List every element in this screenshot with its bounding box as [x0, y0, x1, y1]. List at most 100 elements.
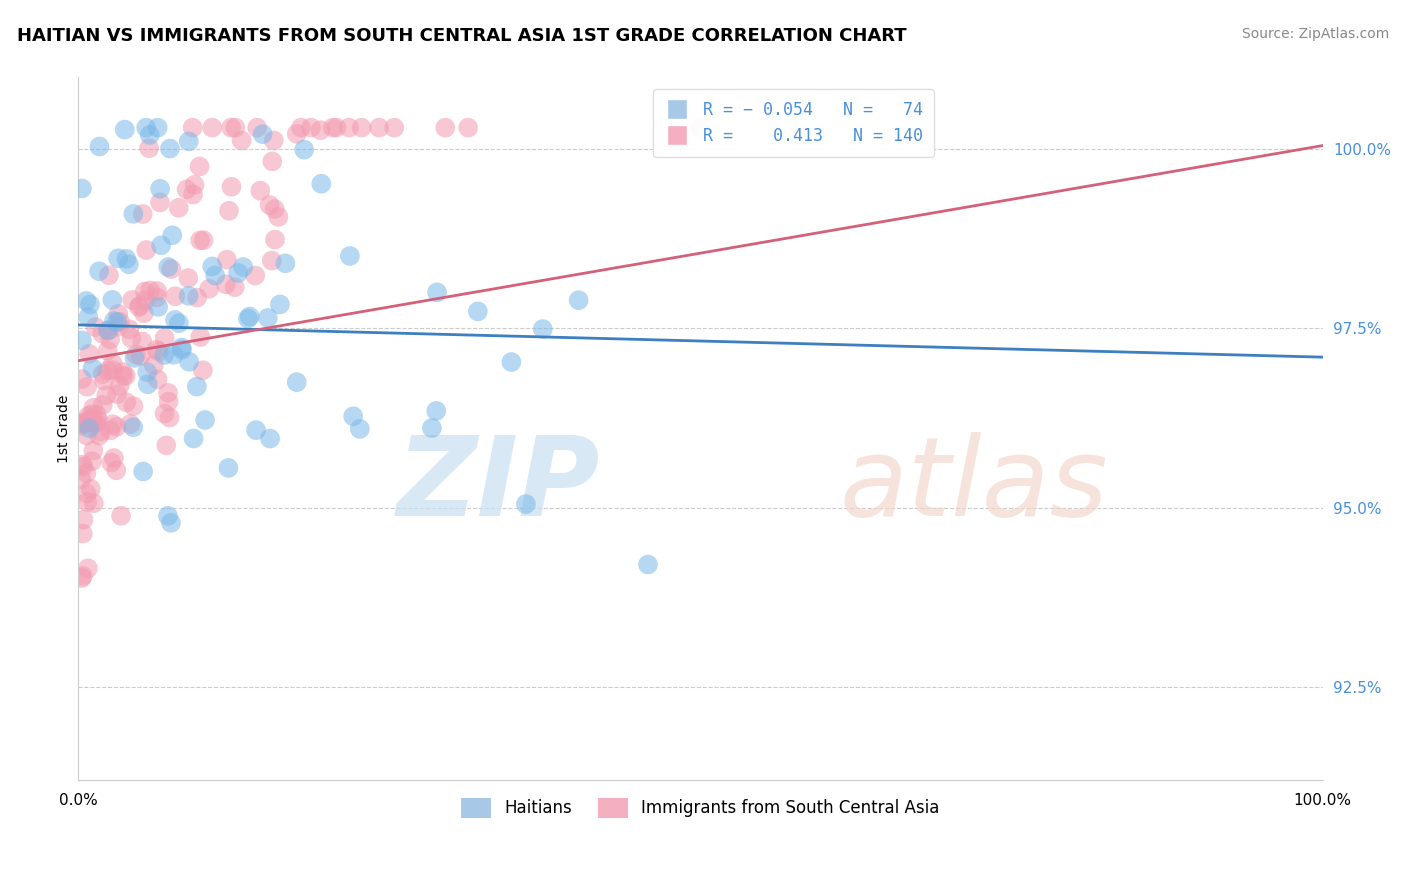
Point: [568, 293, 591, 308]
Point: [285, 127, 308, 141]
Point: [269, 297, 291, 311]
Point: [155, 438, 177, 452]
Point: [128, 300, 150, 314]
Point: [84, 320, 107, 334]
Point: [132, 306, 155, 320]
Point: [252, 127, 274, 141]
Point: [76, 380, 98, 394]
Point: [82, 361, 104, 376]
Point: [76, 428, 98, 442]
Point: [159, 142, 181, 156]
Point: [69, 418, 91, 433]
Point: [77, 416, 100, 430]
Point: [145, 343, 167, 357]
Point: [245, 423, 267, 437]
Point: [246, 120, 269, 135]
Point: [219, 120, 242, 135]
Point: [103, 314, 125, 328]
Point: [163, 313, 186, 327]
Point: [236, 311, 259, 326]
Point: [122, 207, 145, 221]
Point: [76, 495, 98, 509]
Point: [167, 316, 190, 330]
Point: [72, 459, 94, 474]
Point: [156, 508, 179, 523]
Point: [77, 347, 100, 361]
Point: [75, 293, 97, 308]
Point: [177, 134, 200, 148]
Point: [107, 319, 129, 334]
Point: [70, 372, 93, 386]
Point: [105, 463, 128, 477]
Point: [124, 351, 146, 365]
Point: [97, 363, 120, 377]
Point: [142, 358, 165, 372]
Point: [183, 178, 205, 192]
Point: [259, 198, 281, 212]
Point: [160, 516, 183, 530]
Point: [194, 413, 217, 427]
Point: [121, 293, 143, 307]
Point: [153, 331, 176, 345]
Point: [368, 120, 391, 135]
Point: [131, 334, 153, 349]
Point: [231, 133, 253, 147]
Point: [204, 268, 226, 283]
Point: [224, 280, 246, 294]
Point: [221, 179, 243, 194]
Point: [201, 120, 224, 135]
Point: [135, 293, 157, 307]
Point: [689, 120, 711, 135]
Point: [146, 300, 169, 314]
Point: [146, 290, 169, 304]
Point: [188, 160, 211, 174]
Point: [501, 355, 523, 369]
Point: [149, 182, 172, 196]
Point: [70, 181, 93, 195]
Point: [90, 425, 112, 439]
Point: [311, 177, 333, 191]
Point: [322, 120, 344, 135]
Point: [120, 331, 142, 345]
Point: [637, 558, 659, 572]
Point: [77, 310, 100, 324]
Point: [77, 409, 100, 424]
Point: [232, 260, 254, 274]
Point: [70, 472, 93, 486]
Point: [260, 253, 283, 268]
Y-axis label: 1st Grade: 1st Grade: [58, 394, 72, 463]
Point: [70, 334, 93, 348]
Point: [170, 343, 193, 357]
Point: [325, 120, 347, 135]
Point: [157, 260, 180, 274]
Point: [215, 277, 238, 292]
Point: [309, 123, 332, 137]
Point: [153, 407, 176, 421]
Point: [201, 260, 224, 274]
Point: [132, 465, 155, 479]
Point: [162, 228, 184, 243]
Point: [97, 343, 120, 358]
Point: [183, 432, 205, 446]
Point: [153, 348, 176, 362]
Point: [160, 262, 183, 277]
Text: Source: ZipAtlas.com: Source: ZipAtlas.com: [1241, 27, 1389, 41]
Point: [100, 423, 122, 437]
Point: [82, 443, 104, 458]
Point: [97, 323, 120, 337]
Point: [218, 203, 240, 218]
Point: [75, 466, 97, 480]
Point: [167, 201, 190, 215]
Point: [259, 432, 281, 446]
Point: [105, 419, 128, 434]
Point: [342, 409, 364, 424]
Point: [77, 561, 100, 575]
Point: [177, 355, 200, 369]
Text: HAITIAN VS IMMIGRANTS FROM SOUTH CENTRAL ASIA 1ST GRADE CORRELATION CHART: HAITIAN VS IMMIGRANTS FROM SOUTH CENTRAL…: [17, 27, 907, 45]
Point: [80, 482, 103, 496]
Point: [274, 256, 297, 270]
Point: [257, 310, 280, 325]
Point: [118, 322, 141, 336]
Point: [122, 399, 145, 413]
Point: [101, 357, 124, 371]
